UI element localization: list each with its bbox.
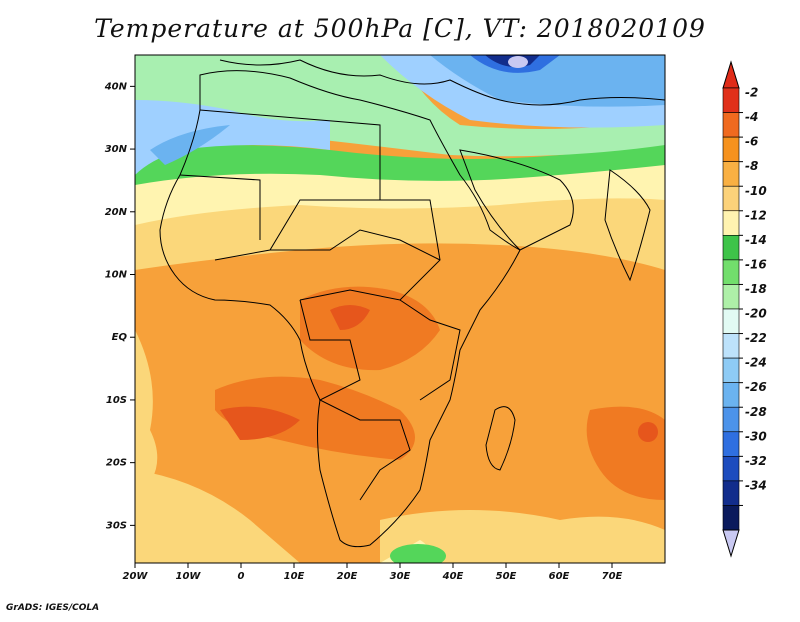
border-5 <box>270 229 441 261</box>
lat-tick-label: 30S <box>106 520 127 531</box>
colorbar-swatch <box>722 406 740 433</box>
credit-label: GrADS: IGES/COLA <box>6 603 100 613</box>
india <box>604 169 651 282</box>
field-deep-orange-central <box>300 286 440 371</box>
border-4 <box>399 299 461 401</box>
lon-tick-label: 20E <box>337 571 358 582</box>
colorbar-label: -34 <box>745 478 767 492</box>
colorbar-label: -30 <box>745 429 767 443</box>
colorbar-swatch <box>722 136 740 162</box>
colorbar-swatch <box>722 382 740 408</box>
colorbar-label: -22 <box>745 331 767 345</box>
border-6 <box>179 174 261 240</box>
lat-tick-label: EQ <box>112 332 128 343</box>
lat-tick-label: 10N <box>105 270 128 281</box>
colorbar-label: -24 <box>745 356 767 370</box>
lon-tick-label: 50E <box>496 571 517 582</box>
field-green-south <box>390 544 446 563</box>
colorbar-label: -14 <box>745 233 767 247</box>
lon-tick-label: 10W <box>176 571 202 582</box>
colorbar-label: -32 <box>745 454 767 468</box>
border-3 <box>299 299 411 501</box>
colorbar-label: -2 <box>745 86 758 100</box>
lon-axis: 20W 10W 0 10E 20E 30E 40E 50E 60E 70E <box>123 563 623 582</box>
chart-title: Temperature at 500hPa [C], VT: 201802010… <box>94 14 706 43</box>
colorbar-swatch <box>722 185 740 212</box>
colorbar-label: -16 <box>745 257 767 271</box>
colorbar-over-arrow <box>722 60 740 89</box>
lon-tick-label: 0 <box>238 571 245 582</box>
field-deep-orange-sw <box>215 376 415 460</box>
field-red-central <box>330 305 370 330</box>
colorbar-label: -20 <box>745 307 767 321</box>
europe-coast <box>219 59 665 106</box>
colorbar-swatch <box>722 210 740 236</box>
field-yellow-sw <box>135 470 300 563</box>
field-blue-deep <box>430 55 665 107</box>
lon-tick-label: 20W <box>123 571 149 582</box>
madagascar <box>485 406 516 471</box>
colorbar-swatch <box>722 480 740 506</box>
lon-tick-label: 10E <box>284 571 305 582</box>
colorbar-swatch <box>722 333 740 359</box>
field-red-east <box>638 422 658 442</box>
border-2 <box>299 199 441 301</box>
colorbar: -2 -4 -6 -8 -10 -12 -14 -16 -18 -20 -22 -24 -26 -28 -3… <box>722 60 767 558</box>
colorbar-label: -18 <box>745 282 767 296</box>
colorbar-label: -10 <box>745 184 767 198</box>
colorbar-swatch <box>722 161 740 187</box>
lon-tick-label: 60E <box>549 571 570 582</box>
colorbar-label: -6 <box>745 135 758 149</box>
lat-tick-label: 20N <box>105 207 128 218</box>
coastlines <box>159 59 665 548</box>
lon-tick-label: 70E <box>602 571 623 582</box>
colorbar-swatch <box>722 431 740 457</box>
colorbar-swatch <box>722 357 740 383</box>
colorbar-label: -8 <box>745 159 758 173</box>
colorbar-label: -4 <box>745 110 758 124</box>
field-yellow-w <box>135 330 158 500</box>
field-yellow-s <box>380 510 665 563</box>
colorbar-swatch <box>722 505 740 531</box>
field-red-sw <box>220 406 300 440</box>
colorbar-label: -28 <box>745 405 767 419</box>
colorbar-label: -26 <box>745 380 767 394</box>
field-blue-nw <box>135 100 330 175</box>
lat-axis: 40N 30N 20N 10N EQ 10S 20S 30S <box>104 81 135 531</box>
arabia <box>459 149 574 251</box>
field-blue-nw-deep <box>150 125 230 165</box>
field-green-band <box>135 140 665 185</box>
colorbar-under-arrow <box>722 529 740 558</box>
colorbar-swatch <box>722 284 740 310</box>
colorbar-swatch <box>722 259 740 285</box>
lat-tick-label: 20S <box>106 458 127 469</box>
lon-tick-label: 40E <box>442 571 464 582</box>
colorbar-label: -12 <box>745 208 767 222</box>
colorbar-swatch <box>722 87 740 113</box>
field-cold-spot <box>508 56 528 68</box>
lat-tick-label: 40N <box>104 81 128 92</box>
africa-coastline <box>159 70 521 548</box>
lat-tick-label: 10S <box>106 395 127 406</box>
colorbar-swatch <box>722 112 740 138</box>
colorbar-swatch <box>722 235 740 261</box>
field-green-nw <box>135 55 240 95</box>
border-1 <box>199 109 381 261</box>
colorbar-swatch <box>722 308 740 334</box>
temperature-field <box>135 55 665 563</box>
colorbar-swatch <box>722 456 740 482</box>
lon-tick-label: 30E <box>390 571 411 582</box>
lat-tick-label: 30N <box>105 144 128 155</box>
